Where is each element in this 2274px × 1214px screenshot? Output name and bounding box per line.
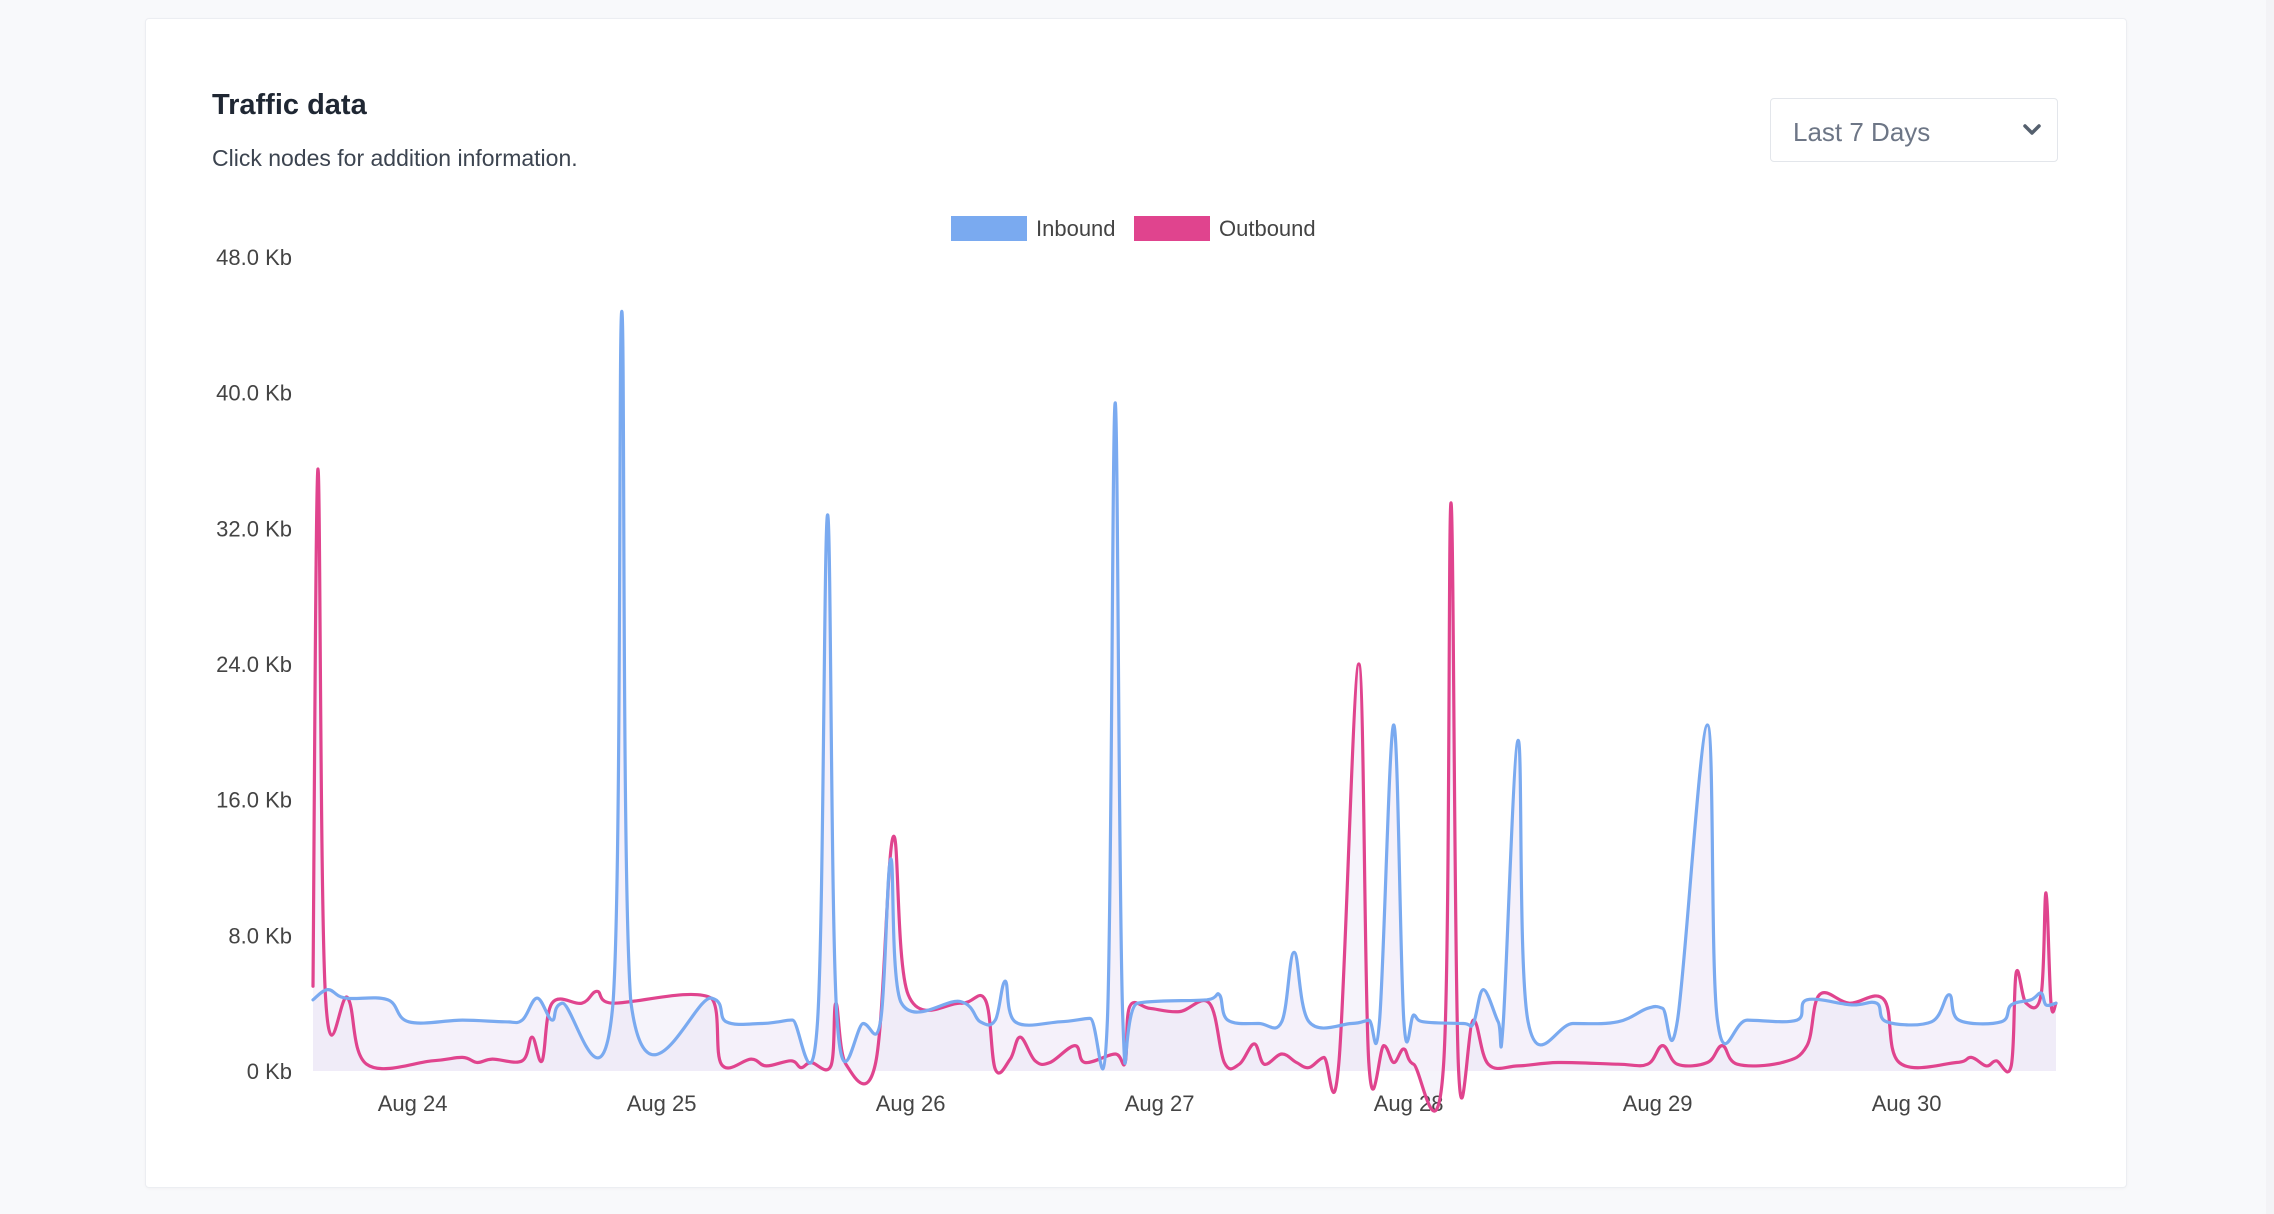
x-tick-label: Aug 27 <box>1125 1091 1195 1116</box>
y-tick-label: 8.0 Kb <box>228 923 292 948</box>
legend-item-inbound[interactable]: Inbound <box>951 216 1116 241</box>
x-tick-label: Aug 29 <box>1623 1091 1693 1116</box>
series-line-inbound[interactable] <box>311 309 2058 1071</box>
x-tick-label: Aug 28 <box>1374 1091 1444 1116</box>
card-subtitle: Click nodes for addition information. <box>212 145 578 171</box>
y-tick-label: 40.0 Kb <box>216 381 292 406</box>
traffic-card: Traffic data Click nodes for addition in… <box>145 18 2127 1188</box>
series-line-outbound[interactable] <box>311 467 2058 1113</box>
date-range-select[interactable]: Last 7 Days <box>1770 98 2058 162</box>
chevron-down-icon[interactable] <box>2021 119 2043 141</box>
x-axis: Aug 24 Aug 25 Aug 26 Aug 27 Aug 28 Aug 29 Aug … <box>378 1091 1942 1116</box>
area-fill-layer <box>313 311 2056 1112</box>
legend-swatch-outbound <box>1134 216 1210 241</box>
y-tick-label: 48.0 Kb <box>216 245 292 270</box>
x-tick-label: Aug 26 <box>876 1091 946 1116</box>
y-tick-label: 24.0 Kb <box>216 652 292 677</box>
legend: Inbound Outbound <box>951 216 1316 241</box>
area-fill-outbound <box>313 468 2056 1112</box>
y-tick-label: 0 Kb <box>247 1059 292 1084</box>
legend-swatch-inbound <box>951 216 1027 241</box>
y-axis: 0 Kb 8.0 Kb 16.0 Kb 24.0 Kb 32.0 Kb 40.0 Kb 48… <box>216 245 292 1084</box>
area-fill-inbound <box>313 311 2056 1071</box>
y-tick-label: 16.0 Kb <box>216 788 292 813</box>
y-tick-label: 32.0 Kb <box>216 516 292 541</box>
card-title: Traffic data <box>212 89 367 121</box>
date-range-value: Last 7 Days <box>1793 117 1931 147</box>
legend-item-outbound[interactable]: Outbound <box>1134 216 1316 241</box>
x-tick-label: Aug 25 <box>627 1091 697 1116</box>
legend-label-inbound: Inbound <box>1036 216 1116 241</box>
legend-label-outbound: Outbound <box>1219 216 1316 241</box>
x-tick-label: Aug 30 <box>1872 1091 1942 1116</box>
x-tick-label: Aug 24 <box>378 1091 448 1116</box>
window-edge <box>2266 0 2274 1214</box>
series-lines <box>311 309 2058 1113</box>
